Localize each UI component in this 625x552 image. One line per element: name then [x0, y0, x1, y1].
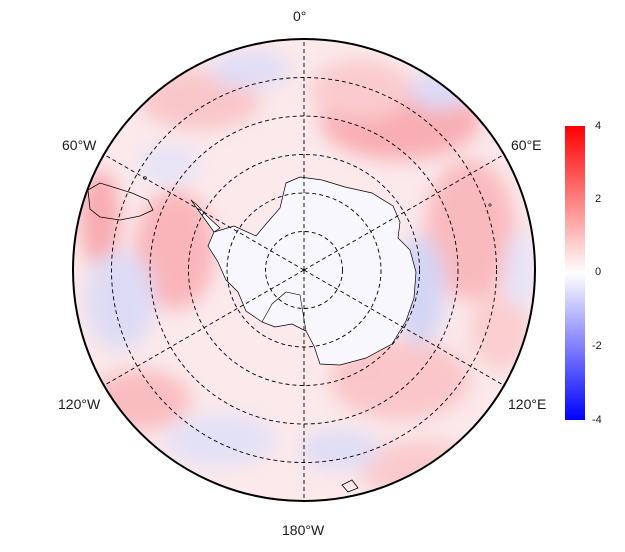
latitude-circle-60s	[188, 154, 420, 386]
label-120w: 120°W	[58, 396, 101, 412]
meridian-240	[103, 269, 305, 386]
label-0: 0°	[293, 8, 307, 24]
small-island	[143, 176, 147, 180]
meridian-300	[103, 154, 305, 271]
label-60e: 60°E	[511, 137, 542, 153]
ice-shelf-line	[261, 291, 307, 332]
latitude-circle-80s	[265, 231, 343, 309]
label-120e: 120°E	[508, 396, 547, 412]
small-island	[488, 203, 492, 207]
meridian-120	[303, 269, 505, 386]
antarctic-peninsula	[190, 199, 221, 233]
colorbar-tick-minus4: -4	[592, 414, 602, 426]
label-180w: 180°W	[282, 522, 325, 538]
colorbar-tick-minus2: -2	[592, 340, 602, 352]
map-border	[72, 38, 536, 502]
graticule	[103, 39, 505, 501]
label-60w: 60°W	[62, 137, 97, 153]
colorbar-tick-2: 2	[595, 193, 602, 205]
colorbar-tick-4: 4	[595, 120, 602, 132]
meridian-60	[303, 154, 505, 271]
colorbar-tick-0: 0	[595, 266, 602, 278]
south-america-tip	[87, 182, 154, 221]
new-zealand-island	[341, 479, 359, 493]
colorbar	[565, 126, 585, 420]
